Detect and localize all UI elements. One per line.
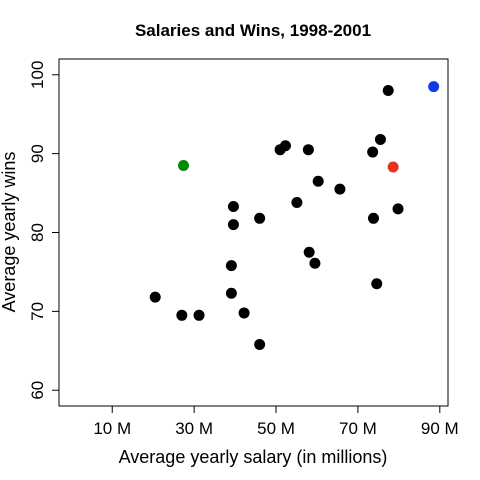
data-point: [303, 246, 315, 258]
data-point: [227, 219, 239, 231]
data-point: [367, 146, 379, 158]
data-point: [374, 133, 386, 145]
y-tick-label: 80: [28, 223, 47, 242]
data-point: [309, 257, 321, 269]
y-axis-title: Average yearly wins: [0, 152, 19, 313]
y-tick-label: 90: [28, 144, 47, 163]
x-tick-label: 70 M: [339, 419, 377, 438]
data-point: [193, 309, 205, 321]
data-point: [238, 307, 250, 319]
x-axis-title: Average yearly salary (in millions): [119, 447, 388, 467]
data-point: [392, 203, 404, 215]
y-tick-label: 60: [28, 381, 47, 400]
data-point: [254, 212, 266, 224]
data-point: [177, 159, 189, 171]
data-point: [225, 287, 237, 299]
y-tick-label: 70: [28, 302, 47, 321]
y-axis: 60 70 80 90 100: [28, 61, 59, 400]
plot-frame: [58, 58, 449, 407]
x-axis: 10 M 30 M 50 M 70 M 90 M: [93, 406, 459, 438]
data-point: [176, 309, 188, 321]
data-point: [367, 212, 379, 224]
data-point: [227, 200, 239, 212]
data-point: [279, 140, 291, 152]
data-point: [382, 85, 394, 97]
data-point: [334, 183, 346, 195]
data-point: [225, 260, 237, 272]
data-point: [291, 197, 303, 209]
data-point: [254, 338, 266, 350]
data-point: [149, 291, 161, 303]
chart-title: Salaries and Wins, 1998-2001: [135, 21, 371, 40]
x-tick-label: 10 M: [93, 419, 131, 438]
y-tick-label: 100: [28, 61, 47, 89]
data-point: [387, 161, 399, 173]
data-point: [371, 278, 383, 290]
data-point: [312, 175, 324, 187]
data-point: [428, 81, 440, 93]
data-points: [149, 81, 440, 350]
x-tick-label: 90 M: [421, 419, 459, 438]
data-point: [302, 144, 314, 156]
x-tick-label: 30 M: [175, 419, 213, 438]
x-tick-label: 50 M: [257, 419, 295, 438]
